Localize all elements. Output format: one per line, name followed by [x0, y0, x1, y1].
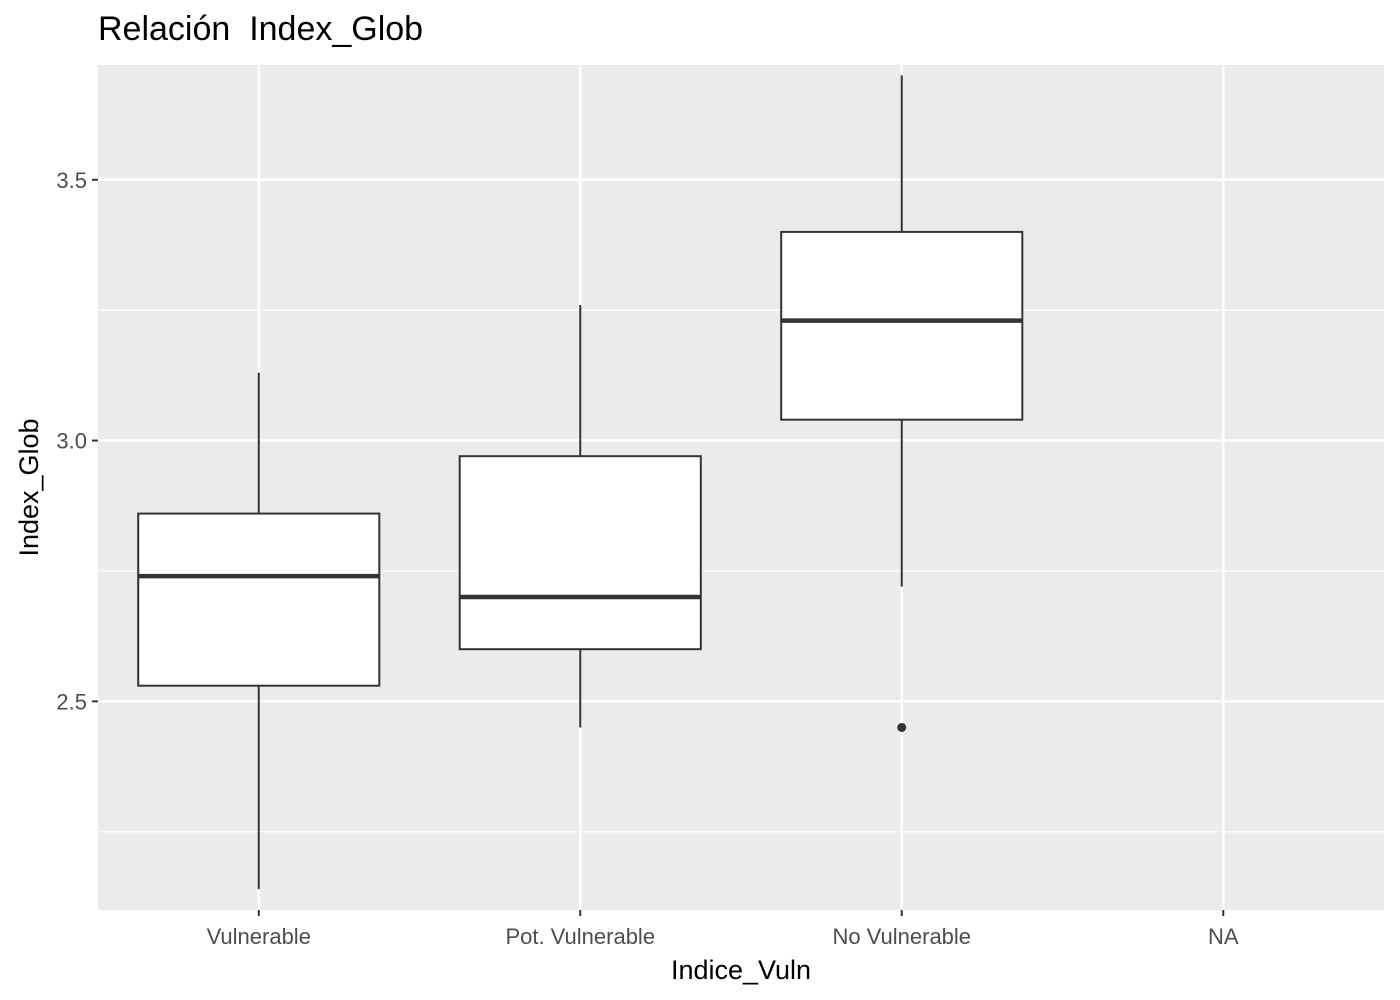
box-pot-vulnerable: [458, 304, 702, 728]
x-tick-label: No Vulnerable: [832, 924, 971, 949]
box-body: [458, 455, 702, 651]
x-tick-label: Pot. Vulnerable: [505, 924, 655, 949]
y-axis: 2.5 3.0 3.5: [56, 168, 98, 714]
x-tick-label: Vulnerable: [207, 924, 311, 949]
box-vulnerable: [137, 372, 381, 890]
y-tick-label: 3.0: [56, 429, 87, 454]
x-axis: Vulnerable Pot. Vulnerable No Vulnerable NA: [207, 910, 1239, 949]
x-tick-label: NA: [1208, 924, 1239, 949]
plot-panel: [98, 65, 1384, 910]
y-axis-title: Index_Glob: [14, 418, 44, 556]
y-tick-label: 2.5: [56, 689, 87, 714]
boxes-layer: [137, 75, 1024, 890]
y-tick-label: 3.5: [56, 168, 87, 193]
x-axis-title: Indice_Vuln: [671, 955, 811, 985]
outlier-point: [897, 722, 907, 732]
box-body: [137, 512, 381, 687]
box-body: [780, 230, 1024, 421]
box-no-vulnerable: [780, 75, 1024, 732]
chart-title: Relación Index_Glob: [98, 10, 424, 48]
